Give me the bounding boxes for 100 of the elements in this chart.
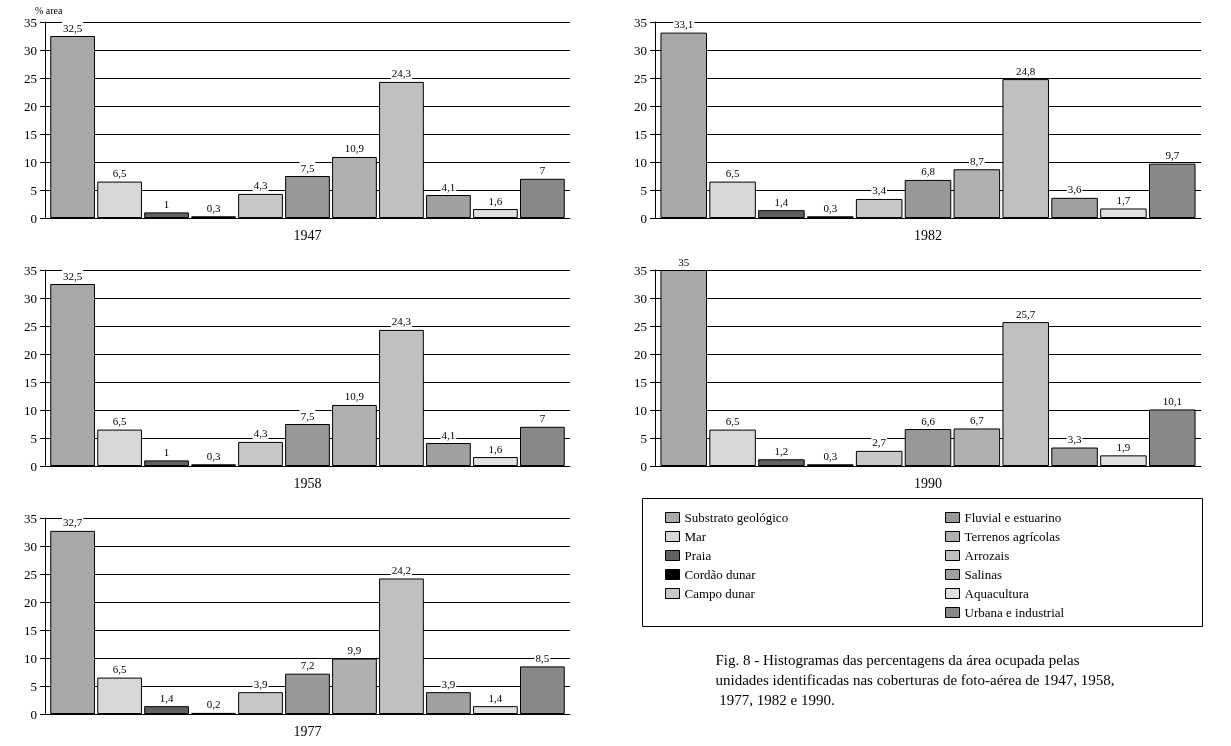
y-tick-label: 20: [24, 594, 37, 610]
legend-label: Praia: [684, 548, 712, 563]
data-label: 6,5: [725, 415, 740, 428]
bar: [238, 193, 283, 218]
x-axis-title: 1958: [293, 475, 322, 491]
y-tick-label: 20: [634, 98, 647, 114]
data-label: 6,8: [921, 165, 936, 178]
bar: [238, 692, 283, 714]
y-axis-title: % area: [35, 5, 64, 17]
y-tick-label: 20: [634, 346, 647, 362]
data-label: 7,5: [300, 161, 315, 174]
data-label: 35: [678, 255, 690, 268]
data-label: 1,7: [1116, 193, 1131, 206]
caption: Fig. 8 - Histogramas das percentagens da área ocupada pelas unidades identificadas nas coberturas de foto-aérea de 1947, 1958, 1977, 1982 e 1990.: [715, 652, 1115, 708]
legend-label: Campo dunar: [684, 586, 756, 601]
data-label: 6,5: [112, 167, 127, 180]
data-label: 1: [163, 445, 170, 458]
y-tick-label: 10: [24, 650, 37, 666]
bar: [238, 441, 283, 466]
data-label: 33,1: [674, 18, 694, 31]
legend-label: Aquacultura: [964, 586, 1029, 601]
data-label: 3,6: [1067, 183, 1082, 196]
y-tick-label: 5: [30, 182, 37, 198]
data-label: 0,3: [823, 201, 838, 214]
data-label: 8,7: [969, 154, 985, 167]
data-label: 32,5: [62, 269, 83, 282]
y-tick-label: 30: [24, 290, 37, 306]
y-tick-label: 30: [634, 42, 647, 58]
y-tick-label: 30: [24, 538, 37, 554]
legend-label: Mar: [684, 529, 707, 544]
bar: [144, 460, 189, 466]
y-tick-label: 25: [24, 70, 37, 86]
y-tick-label: 5: [30, 430, 37, 446]
y-tick-label: 35: [24, 14, 37, 30]
data-label: 1,4: [159, 691, 174, 704]
y-tick-label: 20: [24, 98, 37, 114]
data-label: 25,7: [1016, 307, 1036, 320]
data-label: 6,5: [725, 167, 740, 180]
y-tick-label: 20: [24, 346, 37, 362]
bar: [758, 210, 805, 218]
y-tick-label: 15: [24, 622, 37, 638]
x-axis-title: 1990: [914, 475, 942, 491]
data-label: 7: [539, 412, 546, 425]
y-tick-label: 35: [634, 14, 647, 30]
bar: [1051, 197, 1098, 218]
data-label: 4,1: [441, 428, 456, 441]
data-label: 32,7: [62, 516, 83, 529]
bar: [426, 443, 471, 466]
y-tick-label: 10: [634, 402, 647, 418]
data-label: 3,9: [253, 677, 268, 690]
y-tick-label: 10: [634, 154, 647, 170]
bar: [473, 457, 518, 466]
y-tick-label: 0: [30, 210, 37, 226]
data-label: 1,4: [488, 691, 503, 704]
data-label: 24,3: [391, 67, 412, 80]
data-label: 1: [163, 197, 170, 210]
y-tick-label: 25: [24, 566, 37, 582]
data-label: 10,1: [1162, 394, 1182, 407]
y-tick-label: 15: [634, 374, 647, 390]
x-axis-title: 1947: [293, 227, 322, 243]
data-label: 3,3: [1067, 433, 1082, 446]
data-label: 3,9: [441, 677, 456, 690]
data-label: 1,4: [774, 195, 789, 208]
bar: [758, 459, 805, 466]
data-label: 24,2: [391, 563, 412, 576]
bar: [855, 198, 903, 218]
data-label: 1,6: [488, 442, 503, 455]
data-label: 24,3: [391, 315, 412, 328]
y-tick-label: 10: [24, 154, 37, 170]
y-tick-label: 25: [634, 318, 647, 334]
y-tick-label: 15: [24, 126, 37, 142]
y-tick-label: 0: [640, 210, 647, 226]
legend-label: Fluvial e estuarino: [964, 510, 1062, 525]
data-label: 6,5: [112, 415, 127, 428]
y-tick-label: 10: [24, 402, 37, 418]
bar: [144, 212, 189, 218]
x-axis-title: 1982: [914, 227, 942, 243]
data-label: 9,9: [347, 644, 362, 657]
bar: [473, 209, 518, 218]
y-tick-label: 15: [24, 374, 37, 390]
data-label: 4,1: [441, 180, 456, 193]
data-label: 4,3: [253, 179, 268, 192]
bar: [1100, 455, 1147, 466]
data-label: 3,4: [872, 184, 887, 197]
y-tick-label: 5: [640, 430, 647, 446]
data-label: 24,8: [1016, 64, 1036, 77]
y-tick-label: 35: [634, 262, 647, 278]
data-label: 1,9: [1116, 440, 1131, 453]
bar: [426, 195, 471, 218]
data-label: 7: [539, 164, 546, 177]
bar: [144, 706, 189, 714]
y-tick-label: 0: [30, 706, 37, 722]
data-label: 0,3: [823, 449, 838, 462]
y-tick-label: 25: [24, 318, 37, 334]
legend-label: Substrato geológico: [684, 510, 789, 525]
legend-label: Salinas: [964, 567, 1003, 582]
data-label: 0,3: [206, 449, 221, 462]
y-tick-label: 35: [24, 510, 37, 526]
legend-label: Urbana e industrial: [964, 605, 1065, 620]
y-tick-label: 5: [640, 182, 647, 198]
